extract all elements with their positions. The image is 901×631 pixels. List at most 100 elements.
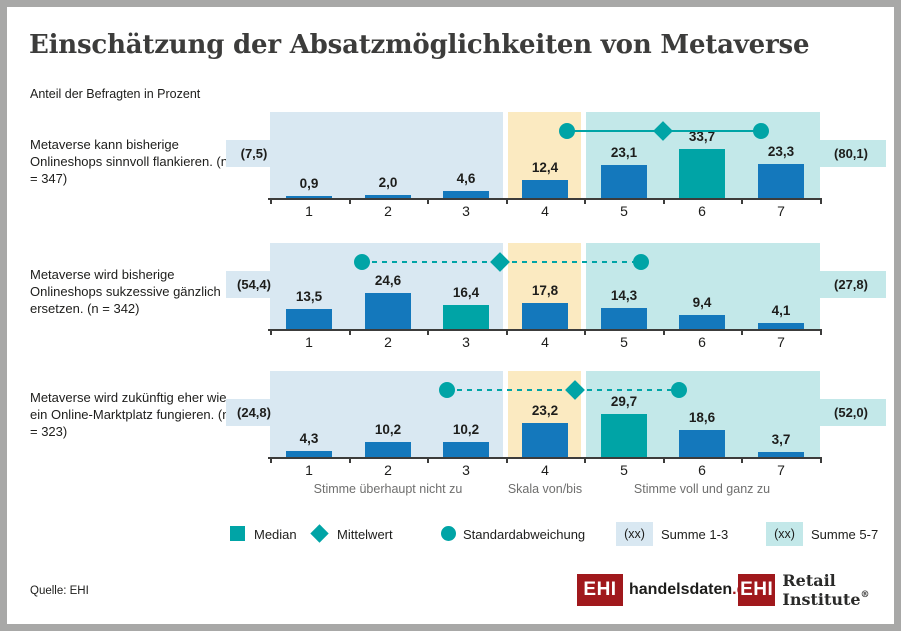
panel-2-axis-tick [820,331,822,335]
panel-3-bar-value-2: 10,2 [374,422,402,437]
panel-3-bar-5 [601,414,647,457]
chart-subtitle: Anteil der Befragten in Prozent [30,87,201,101]
panel-1-tick-label-6: 6 [698,203,706,219]
panel-2-bar-value-2: 24,6 [374,273,402,288]
panel-1-bar-value-2: 2,0 [378,175,398,190]
panel-1-statement: Metaverse kann bisherige Onlineshops sin… [30,137,228,186]
panel-3-axis-tick [506,459,508,463]
panel-1-axis-tick [820,200,822,204]
panel-2-axis-tick [663,331,665,335]
panel-2-tick-label-1: 1 [305,334,313,350]
panel-2-axis-tick [349,331,351,335]
panel-1-bar-5 [601,165,647,198]
panel-2-bar-5 [601,308,647,329]
panel-1-bar-1 [286,196,332,198]
retail-institute-logo-text: Retail Institute® [782,571,901,609]
panel-2-bar-2 [365,293,411,329]
sum-high-swatch: (xx) [766,522,803,546]
sum-low-legend-label: Summe 1-3 [661,527,729,542]
panel-3-bar-3 [443,442,489,457]
handelsdaten-logo-text: handelsdaten.de [629,581,755,599]
panel-3-sum-5-7-tab: (52,0) [816,399,886,426]
panel-2-tick-label-2: 2 [384,334,392,350]
panel-3-bar-value-6: 18,6 [688,410,716,425]
panel-2-sum-5-7-tab: (27,8) [816,271,886,298]
axis-caption-left: Stimme überhaupt nicht zu [313,482,463,496]
panel-2-tick-label-5: 5 [620,334,628,350]
panel-3-bar-4 [522,423,568,457]
panel-3-axis-tick [741,459,743,463]
panel-1-bar-value-1: 0,9 [299,176,319,191]
axis-caption-right: Stimme voll und ganz zu [633,482,771,496]
panel-2-sum-1-3-tab: (54,4) [226,271,282,298]
panel-2-sd-high-circle-icon [633,254,649,270]
panel-3-sd-range-line [447,389,679,391]
logo-text-main: handelsdaten [629,581,733,598]
panel-2-bar-value-5: 14,3 [610,288,638,303]
page-title: Einschätzung der Absatzmöglichkeiten von… [29,30,810,60]
panel-2-axis-tick [427,331,429,335]
panel-1-tick-label-3: 3 [462,203,470,219]
panel-3-tick-label-2: 2 [384,462,392,478]
panel-3-tick-label-6: 6 [698,462,706,478]
panel-2-bar-6 [679,315,725,329]
panel-3-axis-tick [663,459,665,463]
panel-3-bar-value-3: 10,2 [452,422,480,437]
panel-3-sd-low-circle-icon [439,382,455,398]
panel-3-axis-line [268,457,822,459]
panel-2-axis-line [268,329,822,331]
panel-3-tick-label-4: 4 [541,462,549,478]
panel-2-bar-value-7: 4,1 [771,303,791,318]
panel-2-axis-tick [741,331,743,335]
panel-1-bar-value-6: 33,7 [688,129,716,144]
panel-3-bar-value-7: 3,7 [771,432,791,447]
panel-3-axis-tick [270,459,272,463]
panel-1-tick-label-1: 1 [305,203,313,219]
panel-1-sd-high-circle-icon [753,123,769,139]
panel-2-statement: Metaverse wird bisherige Onlineshops suk… [30,267,221,316]
panel-1-bar-3 [443,191,489,198]
registered-mark: ® [860,590,870,600]
sd-legend-label: Standardabweichung [463,527,586,542]
panel-2-bar-value-1: 13,5 [295,289,323,304]
panel-1-band-sum-1-3 [270,112,503,198]
panel-2-axis-tick [584,331,586,335]
panel-3-bar-value-5: 29,7 [610,394,638,409]
logo-text-main: Retail Institute [782,571,861,609]
panel-3-bar-2 [365,442,411,457]
panel-1-axis-tick [427,200,429,204]
panel-3-sum-1-3-tab: (24,8) [226,399,282,426]
panel-2-bar-value-6: 9,4 [692,295,712,310]
panel-3-tick-label-7: 7 [777,462,785,478]
panel-2-bar-value-3: 16,4 [452,285,480,300]
panel-1-axis-tick [663,200,665,204]
panel-2-bar-value-4: 17,8 [531,283,559,298]
ehi-logo-tile: EHI [577,574,623,606]
retail-institute-logo: EHI Retail Institute® [738,571,901,609]
panel-3-sd-high-circle-icon [671,382,687,398]
sum-high-legend-label: Summe 5-7 [811,527,879,542]
source-note: Quelle: EHI [30,585,89,597]
panel-3-statement: Metaverse wird zukünftig eher wie ein On… [30,390,230,439]
panel-1-sd-low-circle-icon [559,123,575,139]
panel-3-bar-value-4: 23,2 [531,403,559,418]
panel-3-bar-6 [679,430,725,457]
panel-1-axis-tick [506,200,508,204]
panel-1-bar-4 [522,180,568,198]
panel-1-tick-label-7: 7 [777,203,785,219]
panel-2-tick-label-6: 6 [698,334,706,350]
panel-1-tick-label-5: 5 [620,203,628,219]
panel-1-sum-5-7-tab: (80,1) [816,140,886,167]
panel-1-axis-tick [584,200,586,204]
panel-1-bar-value-4: 12,4 [531,160,559,175]
panel-3-tick-label-3: 3 [462,462,470,478]
panel-3-bar-7 [758,452,804,457]
panel-2-axis-tick [270,331,272,335]
panel-1-sum-1-3-tab: (7,5) [226,140,282,167]
panel-2-bar-4 [522,303,568,329]
sd-circle-icon [441,526,456,541]
panel-3-tick-label-1: 1 [305,462,313,478]
panel-2-tick-label-3: 3 [462,334,470,350]
panel-1-axis-line [268,198,822,200]
panel-3-axis-tick [820,459,822,463]
